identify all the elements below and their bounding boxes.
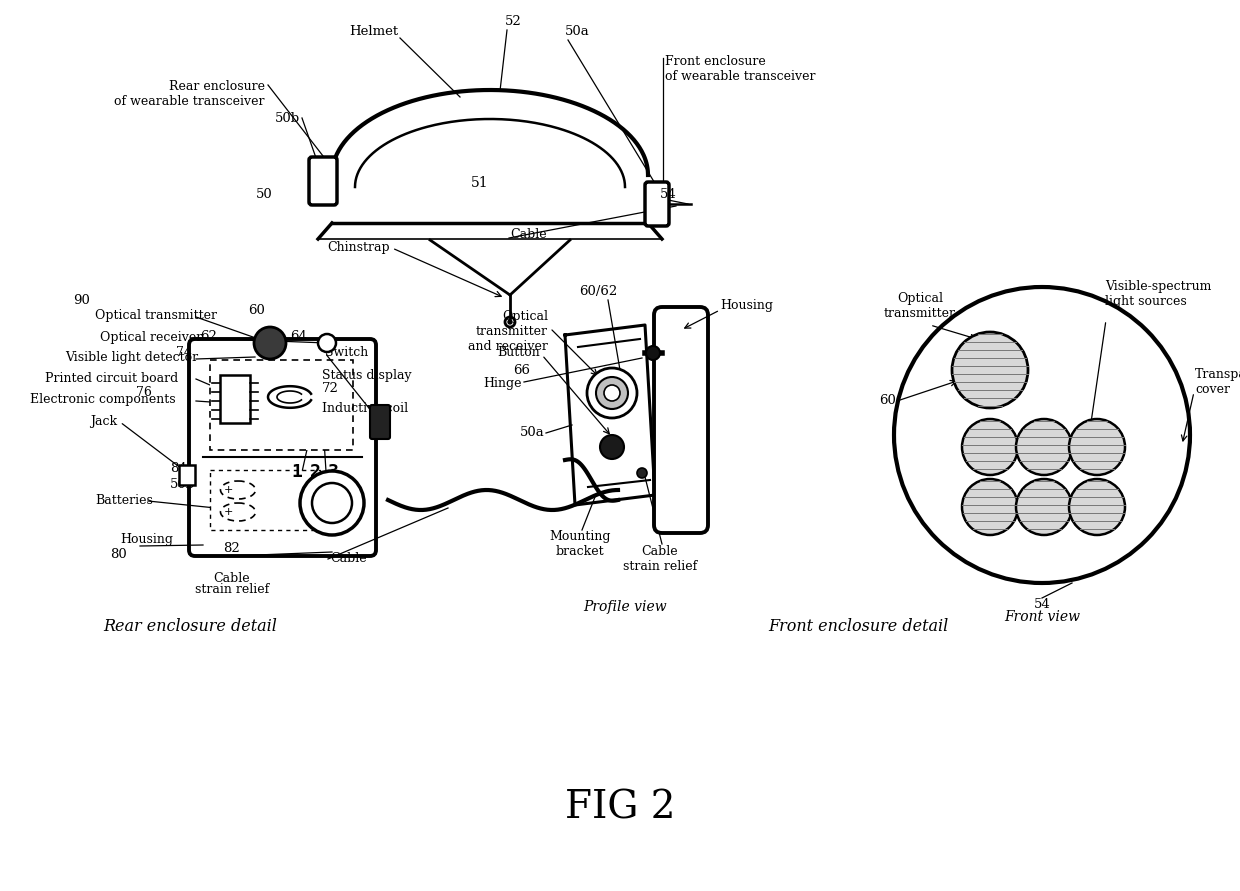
Text: 64: 64 (290, 330, 306, 342)
Text: Optical transmitter: Optical transmitter (95, 309, 217, 323)
FancyBboxPatch shape (370, 405, 391, 439)
Text: Visible light detector: Visible light detector (64, 352, 198, 364)
FancyBboxPatch shape (645, 182, 670, 226)
Text: Optical
transmitter: Optical transmitter (884, 292, 956, 320)
Circle shape (317, 334, 336, 352)
Text: 60/62: 60/62 (579, 285, 618, 298)
Text: 66: 66 (513, 364, 529, 377)
Text: 50b: 50b (275, 111, 300, 125)
Text: Visible-spectrum
light sources: Visible-spectrum light sources (1105, 280, 1211, 308)
Circle shape (254, 327, 286, 359)
Text: Mounting
bracket: Mounting bracket (549, 530, 611, 558)
Circle shape (604, 385, 620, 401)
Text: 62: 62 (200, 331, 217, 344)
Text: +: + (223, 485, 233, 495)
Text: 90: 90 (73, 293, 91, 307)
Text: Housing: Housing (720, 298, 773, 312)
Text: Cable: Cable (213, 572, 250, 585)
FancyBboxPatch shape (188, 339, 376, 556)
Text: Optical receiver: Optical receiver (100, 331, 202, 344)
Text: 80: 80 (110, 549, 126, 561)
Text: Rear enclosure
of wearable transceiver: Rear enclosure of wearable transceiver (114, 80, 265, 108)
Text: Cable
strain relief: Cable strain relief (622, 545, 697, 573)
Text: Rear enclosure detail: Rear enclosure detail (103, 618, 277, 635)
Text: 50b: 50b (170, 478, 195, 492)
Text: Front enclosure detail: Front enclosure detail (768, 618, 949, 635)
FancyBboxPatch shape (309, 157, 337, 205)
Circle shape (508, 320, 512, 324)
Circle shape (1016, 419, 1073, 475)
Text: 60: 60 (879, 394, 897, 406)
Bar (210, 470, 320, 530)
Text: 1: 1 (291, 463, 303, 481)
Circle shape (587, 368, 637, 418)
Text: 2: 2 (310, 463, 320, 481)
Text: Electronic components: Electronic components (30, 394, 176, 406)
Circle shape (637, 468, 647, 478)
Circle shape (300, 471, 365, 535)
Text: 54: 54 (660, 189, 677, 201)
Text: Switch: Switch (325, 346, 368, 358)
Circle shape (894, 287, 1190, 583)
Bar (219, 375, 250, 423)
Text: 52: 52 (505, 15, 522, 28)
FancyBboxPatch shape (653, 307, 708, 533)
Text: Status display: Status display (322, 369, 412, 381)
Circle shape (596, 377, 627, 409)
Text: 3: 3 (327, 463, 339, 481)
Circle shape (600, 435, 624, 459)
Text: Cable: Cable (330, 552, 367, 565)
Circle shape (962, 479, 1018, 535)
Text: 84: 84 (170, 462, 187, 475)
Text: 50a: 50a (521, 426, 546, 438)
Text: strain relief: strain relief (195, 583, 269, 596)
Text: 72: 72 (322, 381, 339, 395)
Bar (210, 360, 353, 450)
Text: 50: 50 (257, 189, 273, 201)
Text: 82: 82 (223, 542, 241, 555)
Text: Cable: Cable (510, 228, 547, 241)
Text: 54: 54 (1034, 598, 1050, 611)
Circle shape (962, 419, 1018, 475)
Text: +: + (223, 507, 233, 517)
Text: Inductive coil: Inductive coil (322, 402, 408, 414)
Text: Button: Button (497, 346, 539, 358)
Text: Batteries: Batteries (95, 494, 153, 506)
Text: Optical
transmitter
and receiver: Optical transmitter and receiver (469, 310, 548, 353)
Text: 74: 74 (176, 346, 192, 358)
Text: Hinge: Hinge (484, 378, 522, 390)
Ellipse shape (221, 503, 255, 521)
Text: Profile view: Profile view (583, 600, 667, 614)
Circle shape (646, 346, 660, 360)
Circle shape (1069, 419, 1125, 475)
Text: Helmet: Helmet (348, 25, 398, 38)
Text: 76: 76 (136, 386, 153, 398)
Text: Front enclosure
of wearable transceiver: Front enclosure of wearable transceiver (665, 55, 816, 83)
Text: Jack: Jack (91, 415, 117, 429)
Text: 51: 51 (471, 176, 489, 190)
Circle shape (1069, 479, 1125, 535)
Bar (179, 465, 195, 485)
Circle shape (312, 483, 352, 523)
Text: Chinstrap: Chinstrap (327, 241, 391, 255)
Text: 50a: 50a (565, 25, 590, 38)
Ellipse shape (221, 481, 255, 499)
Text: FIG 2: FIG 2 (564, 789, 676, 827)
Text: 60: 60 (248, 304, 265, 316)
Circle shape (952, 332, 1028, 408)
Text: Front view: Front view (1004, 610, 1080, 624)
Text: Transparent
cover: Transparent cover (1195, 368, 1240, 396)
Text: Housing: Housing (120, 534, 174, 546)
Text: Printed circuit board: Printed circuit board (45, 372, 179, 385)
Circle shape (1016, 479, 1073, 535)
